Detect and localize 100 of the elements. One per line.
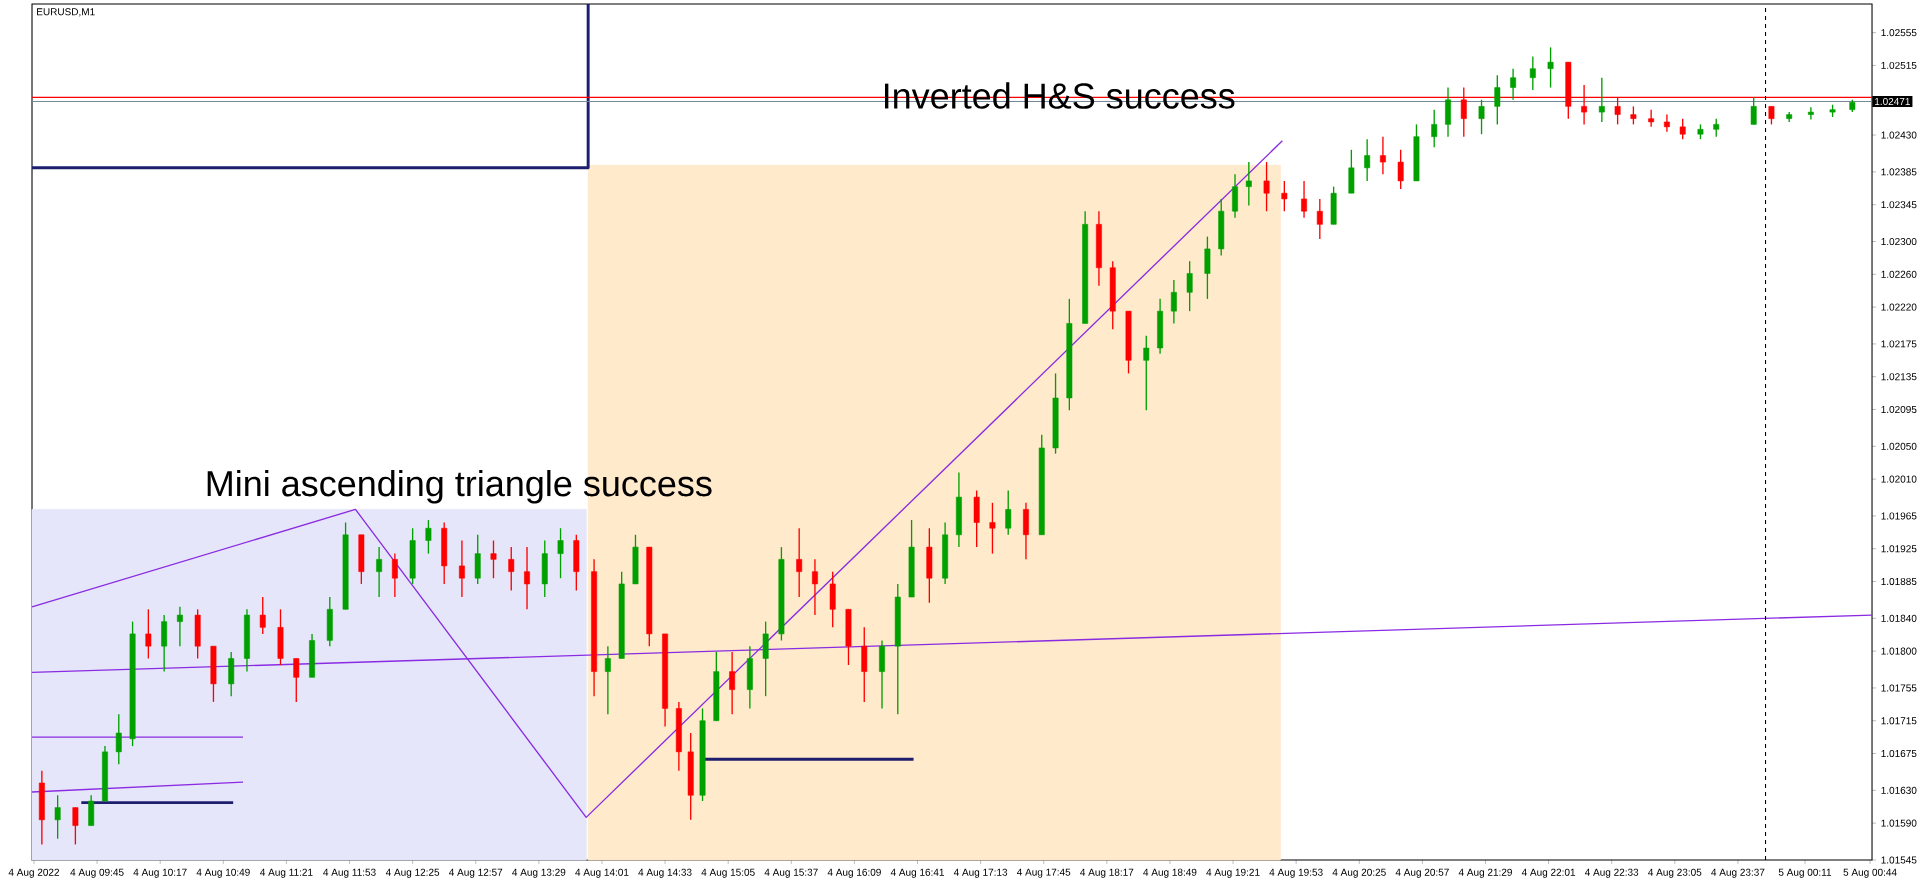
x-tick-label: 4 Aug 2022 xyxy=(8,868,60,878)
candlestick xyxy=(1263,161,1270,212)
x-tick-label: 4 Aug 18:17 xyxy=(1080,868,1134,878)
y-tick-label: 1.01800 xyxy=(1881,647,1917,655)
x-tick-label: 4 Aug 22:33 xyxy=(1584,868,1639,878)
x-tick-label: 4 Aug 15:05 xyxy=(701,868,755,878)
candlestick xyxy=(459,539,465,598)
y-tick-label: 1.02220 xyxy=(1881,303,1917,311)
candlestick xyxy=(293,657,300,703)
candlestick xyxy=(259,596,266,635)
x-tick-label: 4 Aug 14:01 xyxy=(575,868,629,878)
y-tick-label: 1.02135 xyxy=(1881,373,1917,381)
candlestick xyxy=(1170,279,1177,325)
x-tick-label: 4 Aug 16:41 xyxy=(890,868,944,878)
candlestick xyxy=(1005,489,1012,536)
y-tick-label: 1.01545 xyxy=(1881,856,1917,864)
candlestick xyxy=(1768,105,1775,126)
x-tick-label: 4 Aug 19:21 xyxy=(1206,868,1260,878)
candlestick xyxy=(490,539,497,579)
y-tick-label: 1.01675 xyxy=(1881,749,1917,758)
y-tick-label: 1.02345 xyxy=(1881,201,1917,209)
x-tick-label: 4 Aug 10:17 xyxy=(133,868,187,878)
x-tick-label: 4 Aug 15:37 xyxy=(764,868,818,878)
y-tick-label: 1.02050 xyxy=(1881,442,1917,450)
candlestick xyxy=(989,502,996,555)
x-tick-label: 4 Aug 21:29 xyxy=(1458,868,1512,878)
candlestick xyxy=(604,645,611,715)
x-tick-label: 4 Aug 11:21 xyxy=(260,868,313,878)
y-tick-label: 1.01630 xyxy=(1881,786,1917,794)
candlestick xyxy=(54,794,61,840)
x-tick-label: 4 Aug 13:29 xyxy=(512,868,566,878)
candlestick xyxy=(557,527,564,579)
y-tick-label: 1.01925 xyxy=(1881,545,1917,553)
candlestick xyxy=(1713,117,1720,138)
candlestick xyxy=(1750,96,1757,126)
y-tick-label: 1.02385 xyxy=(1881,168,1917,176)
candlestick xyxy=(1245,161,1252,207)
x-tick-label: 4 Aug 10:49 xyxy=(196,868,250,878)
candlestick xyxy=(1316,198,1323,240)
candlestick xyxy=(729,651,736,715)
x-tick-label: 4 Aug 14:33 xyxy=(638,868,692,878)
candlestick xyxy=(1364,138,1371,182)
x-tick-label: 4 Aug 16:09 xyxy=(827,868,881,878)
y-tick-label: 1.02175 xyxy=(1881,340,1917,348)
y-tick-label: 1.02430 xyxy=(1881,131,1917,139)
x-tick-label: 4 Aug 23:37 xyxy=(1711,868,1765,878)
candlestick xyxy=(508,546,515,592)
ref-line-label: 1.02471 xyxy=(1875,97,1910,106)
x-tick-label: 4 Aug 12:25 xyxy=(385,868,440,878)
candlestick xyxy=(812,558,818,616)
candlestick xyxy=(1547,46,1554,89)
x-tick-label: 4 Aug 17:13 xyxy=(953,868,1008,878)
x-tick-label: 4 Aug 12:57 xyxy=(449,868,503,878)
y-tick-label: 1.01885 xyxy=(1881,577,1917,586)
candlestick xyxy=(1529,55,1536,91)
x-tick-label: 4 Aug 11:53 xyxy=(323,868,376,878)
candlestick xyxy=(1281,180,1288,212)
candlestick xyxy=(1494,74,1501,126)
candlestick xyxy=(115,713,122,765)
candlestick xyxy=(1630,105,1637,126)
candlestick xyxy=(425,519,432,555)
candlestick xyxy=(391,552,398,598)
candlestick xyxy=(1397,149,1404,190)
x-tick-label: 4 Aug 09:45 xyxy=(70,868,124,878)
candlestick xyxy=(1478,99,1485,135)
x-tick-label: 4 Aug 19:53 xyxy=(1269,868,1323,878)
y-tick-label: 1.01715 xyxy=(1881,717,1917,725)
y-tick-label: 1.02260 xyxy=(1881,270,1917,278)
candlestick xyxy=(1598,77,1605,123)
candlestick xyxy=(796,527,803,598)
y-tick-label: 1.02010 xyxy=(1881,475,1917,483)
candlestick xyxy=(376,546,383,598)
candlestick xyxy=(72,806,79,846)
y-tick-label: 1.01755 xyxy=(1881,684,1917,692)
candlestick xyxy=(1807,106,1814,121)
y-tick-label: 1.02515 xyxy=(1881,61,1917,69)
candlestick xyxy=(176,606,183,647)
x-tick-label: 4 Aug 17:45 xyxy=(1016,868,1071,878)
candlestick xyxy=(1679,117,1686,140)
x-tick-label: 5 Aug 00:11 xyxy=(1778,868,1832,878)
y-tick-label: 1.01965 xyxy=(1881,512,1917,520)
candlestick xyxy=(1301,180,1307,219)
x-tick-label: 5 Aug 00:44 xyxy=(1843,868,1897,878)
chart-title: EURUSD,M1 xyxy=(37,8,95,17)
x-tick-label: 4 Aug 20:57 xyxy=(1395,868,1449,878)
candlestick xyxy=(145,608,152,660)
y-tick-label: 1.02300 xyxy=(1881,237,1917,246)
candlestick xyxy=(1648,108,1655,128)
x-tick-label: 4 Aug 18:49 xyxy=(1143,868,1197,878)
y-tick-label: 1.02555 xyxy=(1881,29,1917,37)
candlestick xyxy=(1186,260,1193,312)
candlestick xyxy=(1143,335,1150,411)
y-tick-label: 1.02095 xyxy=(1881,405,1917,414)
annotation: Mini ascending triangle success xyxy=(207,469,712,504)
candlestick xyxy=(1431,108,1438,149)
x-tick-label: 4 Aug 20:25 xyxy=(1332,868,1386,878)
x-tick-label: 4 Aug 23:05 xyxy=(1648,868,1702,878)
x-tick-label: 4 Aug 22:01 xyxy=(1521,868,1576,878)
candlestick xyxy=(1379,136,1386,176)
y-tick-label: 1.01840 xyxy=(1881,614,1917,622)
